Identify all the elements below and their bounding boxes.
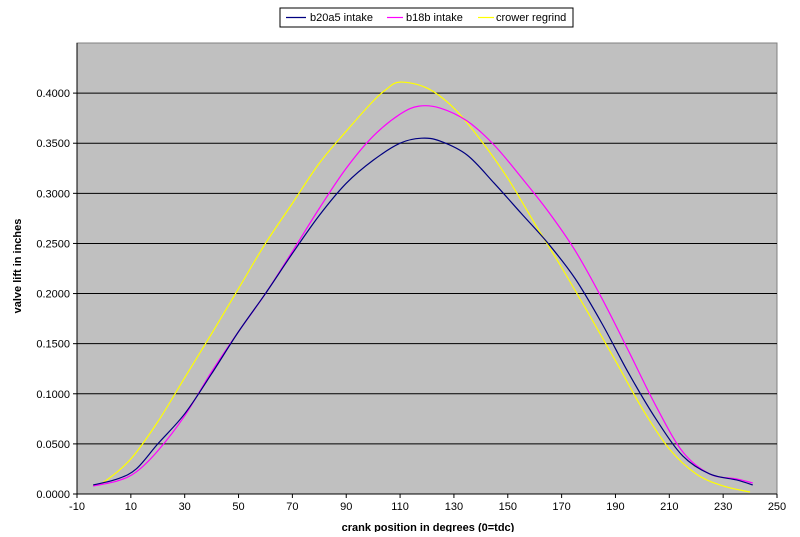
x-tick-label-1: 10 xyxy=(125,501,137,513)
series-lines xyxy=(92,81,753,493)
legend-label-crower: crower regrind xyxy=(496,12,566,24)
x-tick-label-0: -10 xyxy=(69,501,85,513)
series-line-b20a5-intake xyxy=(93,137,753,486)
tick-labels: 0.0000 0.0500 0.1000 0.1500 0.2000 0.2500 0.30… xyxy=(36,88,786,513)
grid-lines xyxy=(77,92,777,445)
x-tick-label-10: 190 xyxy=(606,501,624,513)
x-tick-label-8: 150 xyxy=(499,501,517,513)
y-tick-label-3: 0.1500 xyxy=(36,339,70,351)
x-axis-title: crank position in degrees (0=tdc) xyxy=(342,522,515,532)
y-tick-label-6: 0.3000 xyxy=(36,188,70,200)
x-tick-label-13: 250 xyxy=(768,501,786,513)
x-tick-label-11: 210 xyxy=(660,501,678,513)
y-tick-label-8: 0.4000 xyxy=(36,88,70,100)
y-tick-label-7: 0.3500 xyxy=(36,138,70,150)
legend: b20a5 intake b18b intake crower regrind xyxy=(279,7,574,28)
y-tick-label-5: 0.2500 xyxy=(36,238,70,250)
plot-area xyxy=(76,42,778,495)
legend-box xyxy=(279,7,574,28)
x-tick-label-2: 30 xyxy=(179,501,191,513)
y-tick-label-0: 0.0000 xyxy=(36,489,70,501)
x-tick-label-5: 90 xyxy=(340,501,352,513)
legend-label-b18b: b18b intake xyxy=(406,12,463,24)
x-tick-label-3: 50 xyxy=(232,501,244,513)
y-tick-label-4: 0.2000 xyxy=(36,289,70,301)
y-tick-label-2: 0.1000 xyxy=(36,389,70,401)
x-tick-label-12: 230 xyxy=(714,501,732,513)
x-tick-label-4: 70 xyxy=(286,501,298,513)
x-tick-label-6: 110 xyxy=(391,501,409,513)
y-axis-title: valve lift in inches xyxy=(12,219,24,314)
y-tick-label-1: 0.0500 xyxy=(36,439,70,451)
x-tick-label-9: 170 xyxy=(552,501,570,513)
series-line-crower-regrind xyxy=(92,81,751,493)
legend-label-b20a5: b20a5 intake xyxy=(310,12,373,24)
x-tick-label-7: 130 xyxy=(445,501,463,513)
